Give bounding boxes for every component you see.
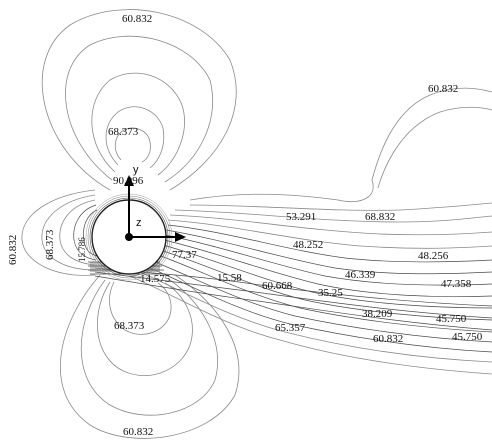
z-arrowhead-icon [175,232,186,242]
level-label: 47.358 [441,278,472,290]
level-label: 53.291 [286,211,316,223]
level-label: 60.832 [373,333,403,345]
z-axis-label: z [136,217,142,229]
level-label: 68.373 [114,320,145,332]
level-label: 60.668 [262,280,293,292]
y-axis-label: y [133,164,139,176]
level-label: 35.25 [318,287,343,299]
level-label: 68.832 [365,211,395,223]
level-label: 48.256 [418,250,449,262]
level-label: 65.357 [275,322,306,334]
lower-lobe-contours [59,274,240,439]
coordinate-axes: y z [124,164,186,242]
level-label: 60.832 [123,426,153,438]
level-label: 14.575 [140,273,171,285]
level-label: 60.832 [428,83,458,95]
upper-lobe-contours [41,9,237,191]
level-label: 45.750 [436,313,467,325]
level-label: 60.832 [7,235,19,265]
level-label: 15.786 [77,237,87,262]
level-label: 77.37 [172,249,197,261]
level-label: 46.339 [345,269,376,281]
level-label: 60.832 [122,13,152,25]
y-arrowhead-icon [124,175,134,186]
level-label: 45.750 [452,331,483,343]
level-labels: 60.832 60.832 68.373 90.996 60.832 68.37… [7,13,483,438]
origin-dot [125,233,133,241]
level-label: 90.996 [113,175,144,187]
level-label: 68.373 [108,126,139,138]
wake-contours [94,87,492,375]
level-label: 15.58 [217,272,242,284]
level-label: 68.373 [44,229,56,260]
left-lobe-contours [21,189,98,276]
level-label: 48.252 [293,239,323,251]
level-label: 38.209 [362,308,393,320]
